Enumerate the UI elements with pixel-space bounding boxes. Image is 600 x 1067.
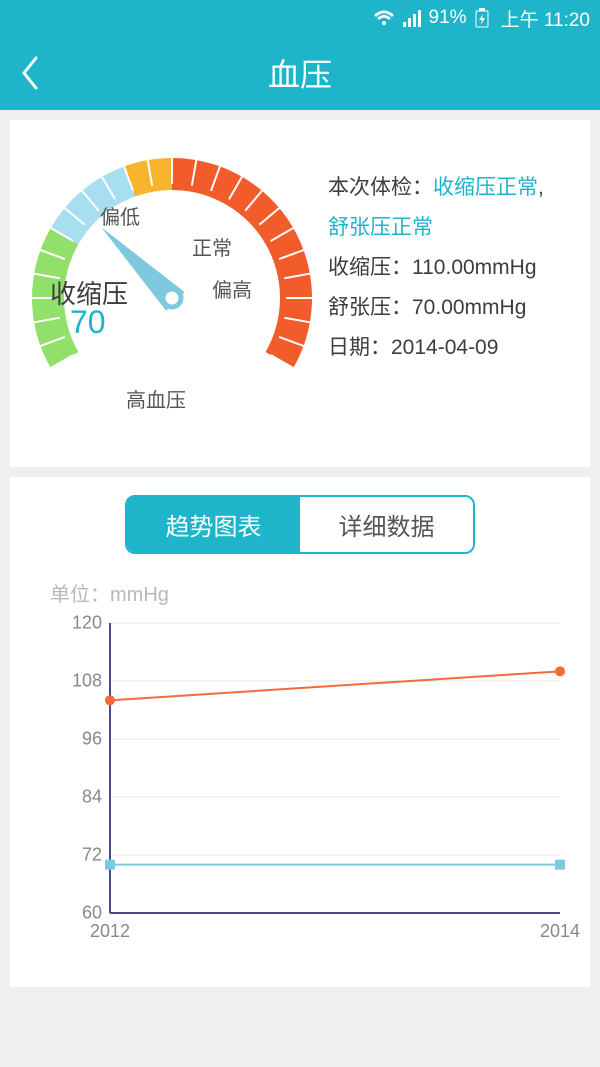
- battery-icon: [475, 8, 489, 28]
- status-time: 上午 11:20: [501, 5, 590, 32]
- checkup-line: 本次体检：收缩压正常,: [328, 168, 572, 208]
- page-title: 血压: [0, 50, 600, 96]
- chart-ytick: 120: [72, 613, 102, 634]
- checkup-result2: 舒张压正常: [328, 208, 572, 248]
- sbp-line: 收缩压：110.00mmHg: [328, 248, 572, 288]
- status-bar: 91% 上午 11:20: [0, 0, 600, 36]
- chart-ytick: 72: [82, 845, 102, 866]
- gauge: 收缩压 70 偏低正常偏高高血压: [22, 138, 322, 443]
- gauge-segment-label: 偏高: [212, 274, 252, 303]
- gauge-card: 收缩压 70 偏低正常偏高高血压 本次体检：收缩压正常, 舒张压正常 收缩压：1…: [10, 120, 590, 467]
- checkup-label: 本次体检：: [328, 176, 433, 199]
- tab-bar: 趋势图表 详细数据: [125, 495, 475, 554]
- gauge-segment-label: 偏低: [100, 201, 140, 230]
- chart-ytick: 96: [82, 729, 102, 750]
- chart-card: 趋势图表 详细数据 单位：mmHg 6072849610812020122014: [10, 477, 590, 987]
- checkup-info: 本次体检：收缩压正常, 舒张压正常 收缩压：110.00mmHg 舒张压：70.…: [322, 138, 578, 443]
- gauge-segment-label: 高血压: [126, 384, 186, 413]
- chart-xtick: 2014: [540, 921, 580, 942]
- app-header: 血压: [0, 36, 600, 110]
- trend-chart: 6072849610812020122014: [30, 613, 570, 963]
- wifi-icon: [373, 9, 395, 27]
- chart-unit-label: 单位：mmHg: [50, 578, 578, 607]
- battery-pct: 91%: [429, 7, 467, 29]
- checkup-result1: 收缩压正常: [433, 176, 538, 199]
- chart-ytick: 84: [82, 787, 102, 808]
- back-button[interactable]: [0, 36, 60, 110]
- dbp-line: 舒张压：70.00mmHg: [328, 288, 572, 328]
- gauge-center-value: 70: [70, 304, 106, 341]
- gauge-segment-label: 正常: [192, 232, 232, 261]
- tab-detail[interactable]: 详细数据: [300, 497, 473, 552]
- chart-ytick: 108: [72, 671, 102, 692]
- chart-xtick: 2012: [90, 921, 130, 942]
- date-line: 日期：2014-04-09: [328, 328, 572, 368]
- signal-icon: [403, 9, 421, 27]
- tab-trend[interactable]: 趋势图表: [127, 497, 300, 552]
